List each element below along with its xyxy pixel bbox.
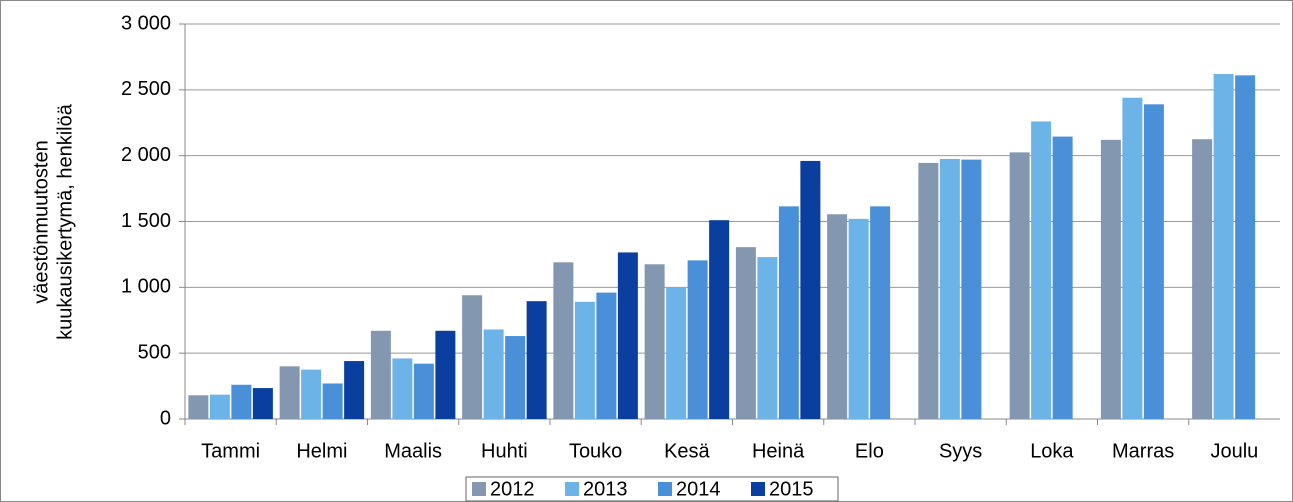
- legend-swatch: [472, 482, 486, 496]
- legend-label: 2015: [769, 478, 814, 500]
- bar: [1143, 104, 1164, 420]
- legend-swatch: [658, 482, 672, 496]
- bar: [1122, 97, 1143, 419]
- bar: [526, 301, 547, 419]
- bar: [505, 336, 526, 419]
- bar: [435, 330, 456, 419]
- bar: [918, 162, 939, 420]
- x-tick-label: Joulu: [1210, 440, 1258, 462]
- bar: [344, 361, 365, 419]
- bar: [848, 218, 869, 419]
- y-tick-label: 1 000: [121, 276, 171, 298]
- legend-label: 2012: [490, 478, 535, 500]
- bar: [370, 330, 391, 419]
- x-tick-label: Elo: [855, 440, 884, 462]
- bar: [1031, 121, 1052, 419]
- bar: [596, 292, 617, 419]
- bar: [687, 260, 708, 419]
- y-axis-label: kuukausikertymä, henkilöä: [54, 103, 76, 340]
- y-tick-label: 0: [160, 407, 171, 429]
- bar: [231, 384, 252, 419]
- bar: [827, 214, 848, 419]
- bar: [322, 383, 343, 419]
- bar: [209, 394, 230, 419]
- x-tick-label: Kesä: [664, 440, 710, 462]
- x-tick-label: Touko: [569, 440, 622, 462]
- bar: [392, 358, 413, 419]
- x-tick-label: Heinä: [752, 440, 805, 462]
- bar: [644, 264, 665, 419]
- bar: [1235, 75, 1256, 419]
- bar: [1192, 139, 1213, 420]
- bar: [1052, 136, 1073, 419]
- bar: [961, 159, 982, 419]
- bar: [553, 262, 574, 419]
- x-tick-label: Marras: [1112, 440, 1174, 462]
- y-tick-label: 500: [138, 341, 171, 363]
- y-tick-label: 2 000: [121, 144, 171, 166]
- bar: [1009, 152, 1030, 419]
- bar: [800, 160, 821, 419]
- y-tick-label: 1 500: [121, 210, 171, 232]
- bar: [757, 257, 778, 419]
- bar: [279, 366, 300, 419]
- bar: [778, 206, 799, 419]
- legend-swatch: [565, 482, 579, 496]
- legend-label: 2013: [583, 478, 628, 500]
- bar: [870, 206, 891, 419]
- bar: [483, 329, 504, 419]
- bar: [1213, 74, 1234, 420]
- bar: [1100, 139, 1121, 419]
- bar: [413, 363, 434, 419]
- legend-box: [465, 476, 839, 502]
- bar: [301, 369, 322, 419]
- bar: [188, 395, 209, 419]
- bar: [666, 287, 687, 419]
- y-tick-label: 3 000: [121, 12, 171, 34]
- y-tick-label: 2 500: [121, 78, 171, 100]
- legend-label: 2014: [676, 478, 721, 500]
- x-tick-label: Syys: [939, 440, 982, 462]
- legend-swatch: [751, 482, 765, 496]
- x-tick-label: Loka: [1030, 440, 1074, 462]
- bar: [939, 158, 960, 420]
- bar: [574, 301, 595, 419]
- x-tick-label: Maalis: [384, 440, 442, 462]
- y-axis-label: väestönmuutosten: [30, 140, 52, 303]
- bar: [709, 220, 730, 419]
- x-tick-label: Helmi: [296, 440, 347, 462]
- x-tick-label: Tammi: [201, 440, 260, 462]
- bar: [462, 295, 483, 419]
- x-tick-label: Huhti: [481, 440, 528, 462]
- bar: [252, 388, 273, 419]
- bar: [735, 247, 756, 419]
- bar: [617, 252, 638, 419]
